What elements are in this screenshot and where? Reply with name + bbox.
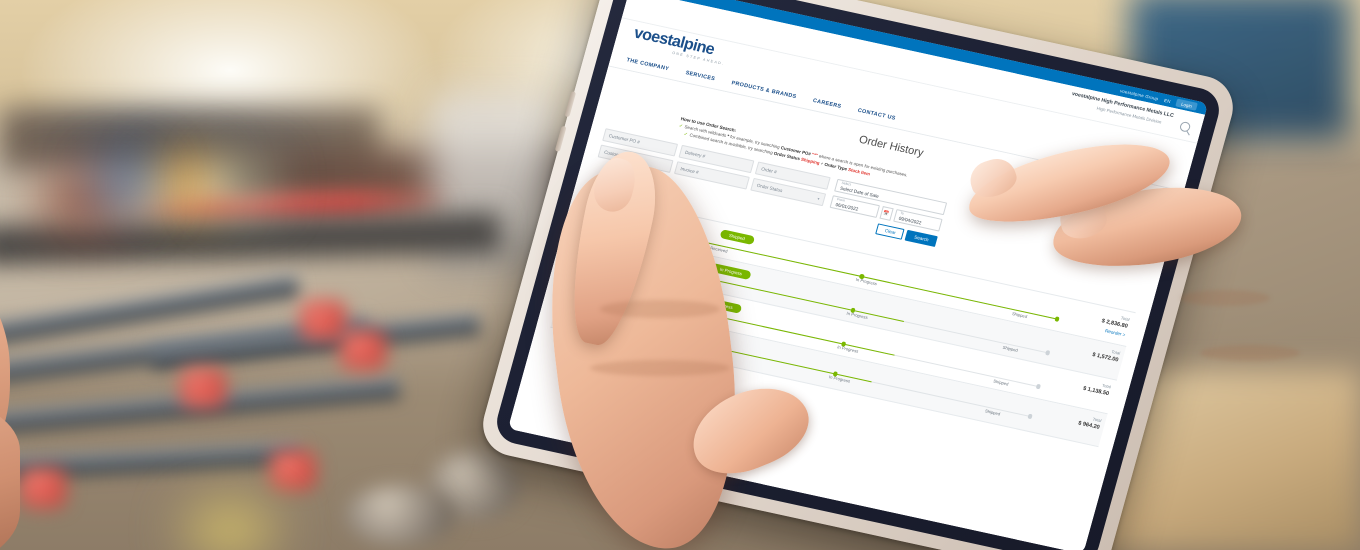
topbar-language[interactable]: EN bbox=[1163, 97, 1172, 104]
background-blob bbox=[215, 160, 270, 208]
calendar-icon[interactable]: 📅 bbox=[878, 206, 894, 222]
order-status-label: Order Status bbox=[756, 183, 784, 194]
progress-dot bbox=[1027, 413, 1033, 419]
hand-crease bbox=[1200, 345, 1300, 361]
clear-button[interactable]: Clear bbox=[875, 223, 905, 241]
progress-dot bbox=[1044, 350, 1051, 356]
background-bar-endcap bbox=[180, 368, 226, 408]
progress-dot bbox=[1054, 316, 1060, 322]
search-icon[interactable] bbox=[1178, 120, 1192, 133]
progress-dot bbox=[1035, 383, 1041, 390]
background-disc bbox=[345, 485, 455, 545]
background-blob bbox=[95, 160, 155, 205]
hand-crease bbox=[1180, 290, 1270, 306]
background-blob bbox=[150, 155, 220, 210]
search-button[interactable]: Search bbox=[904, 230, 938, 248]
order-totals: Total $ 2,836.80 Reorder > bbox=[1066, 305, 1134, 339]
background-bar-endcap bbox=[300, 300, 346, 340]
hand-crease bbox=[590, 360, 730, 376]
check-icon: ✓ bbox=[678, 122, 684, 129]
right-hand-wrist bbox=[0, 400, 20, 550]
chevron-down-icon: ▾ bbox=[816, 196, 821, 202]
background-bar-endcap bbox=[340, 330, 386, 370]
check-icon: ✓ bbox=[683, 130, 689, 137]
background-bar-endcap bbox=[20, 468, 66, 508]
background-bar-endcap bbox=[270, 450, 316, 490]
hand-crease bbox=[600, 300, 720, 318]
background-blob bbox=[185, 505, 275, 550]
right-hand-knuckles bbox=[0, 250, 10, 530]
